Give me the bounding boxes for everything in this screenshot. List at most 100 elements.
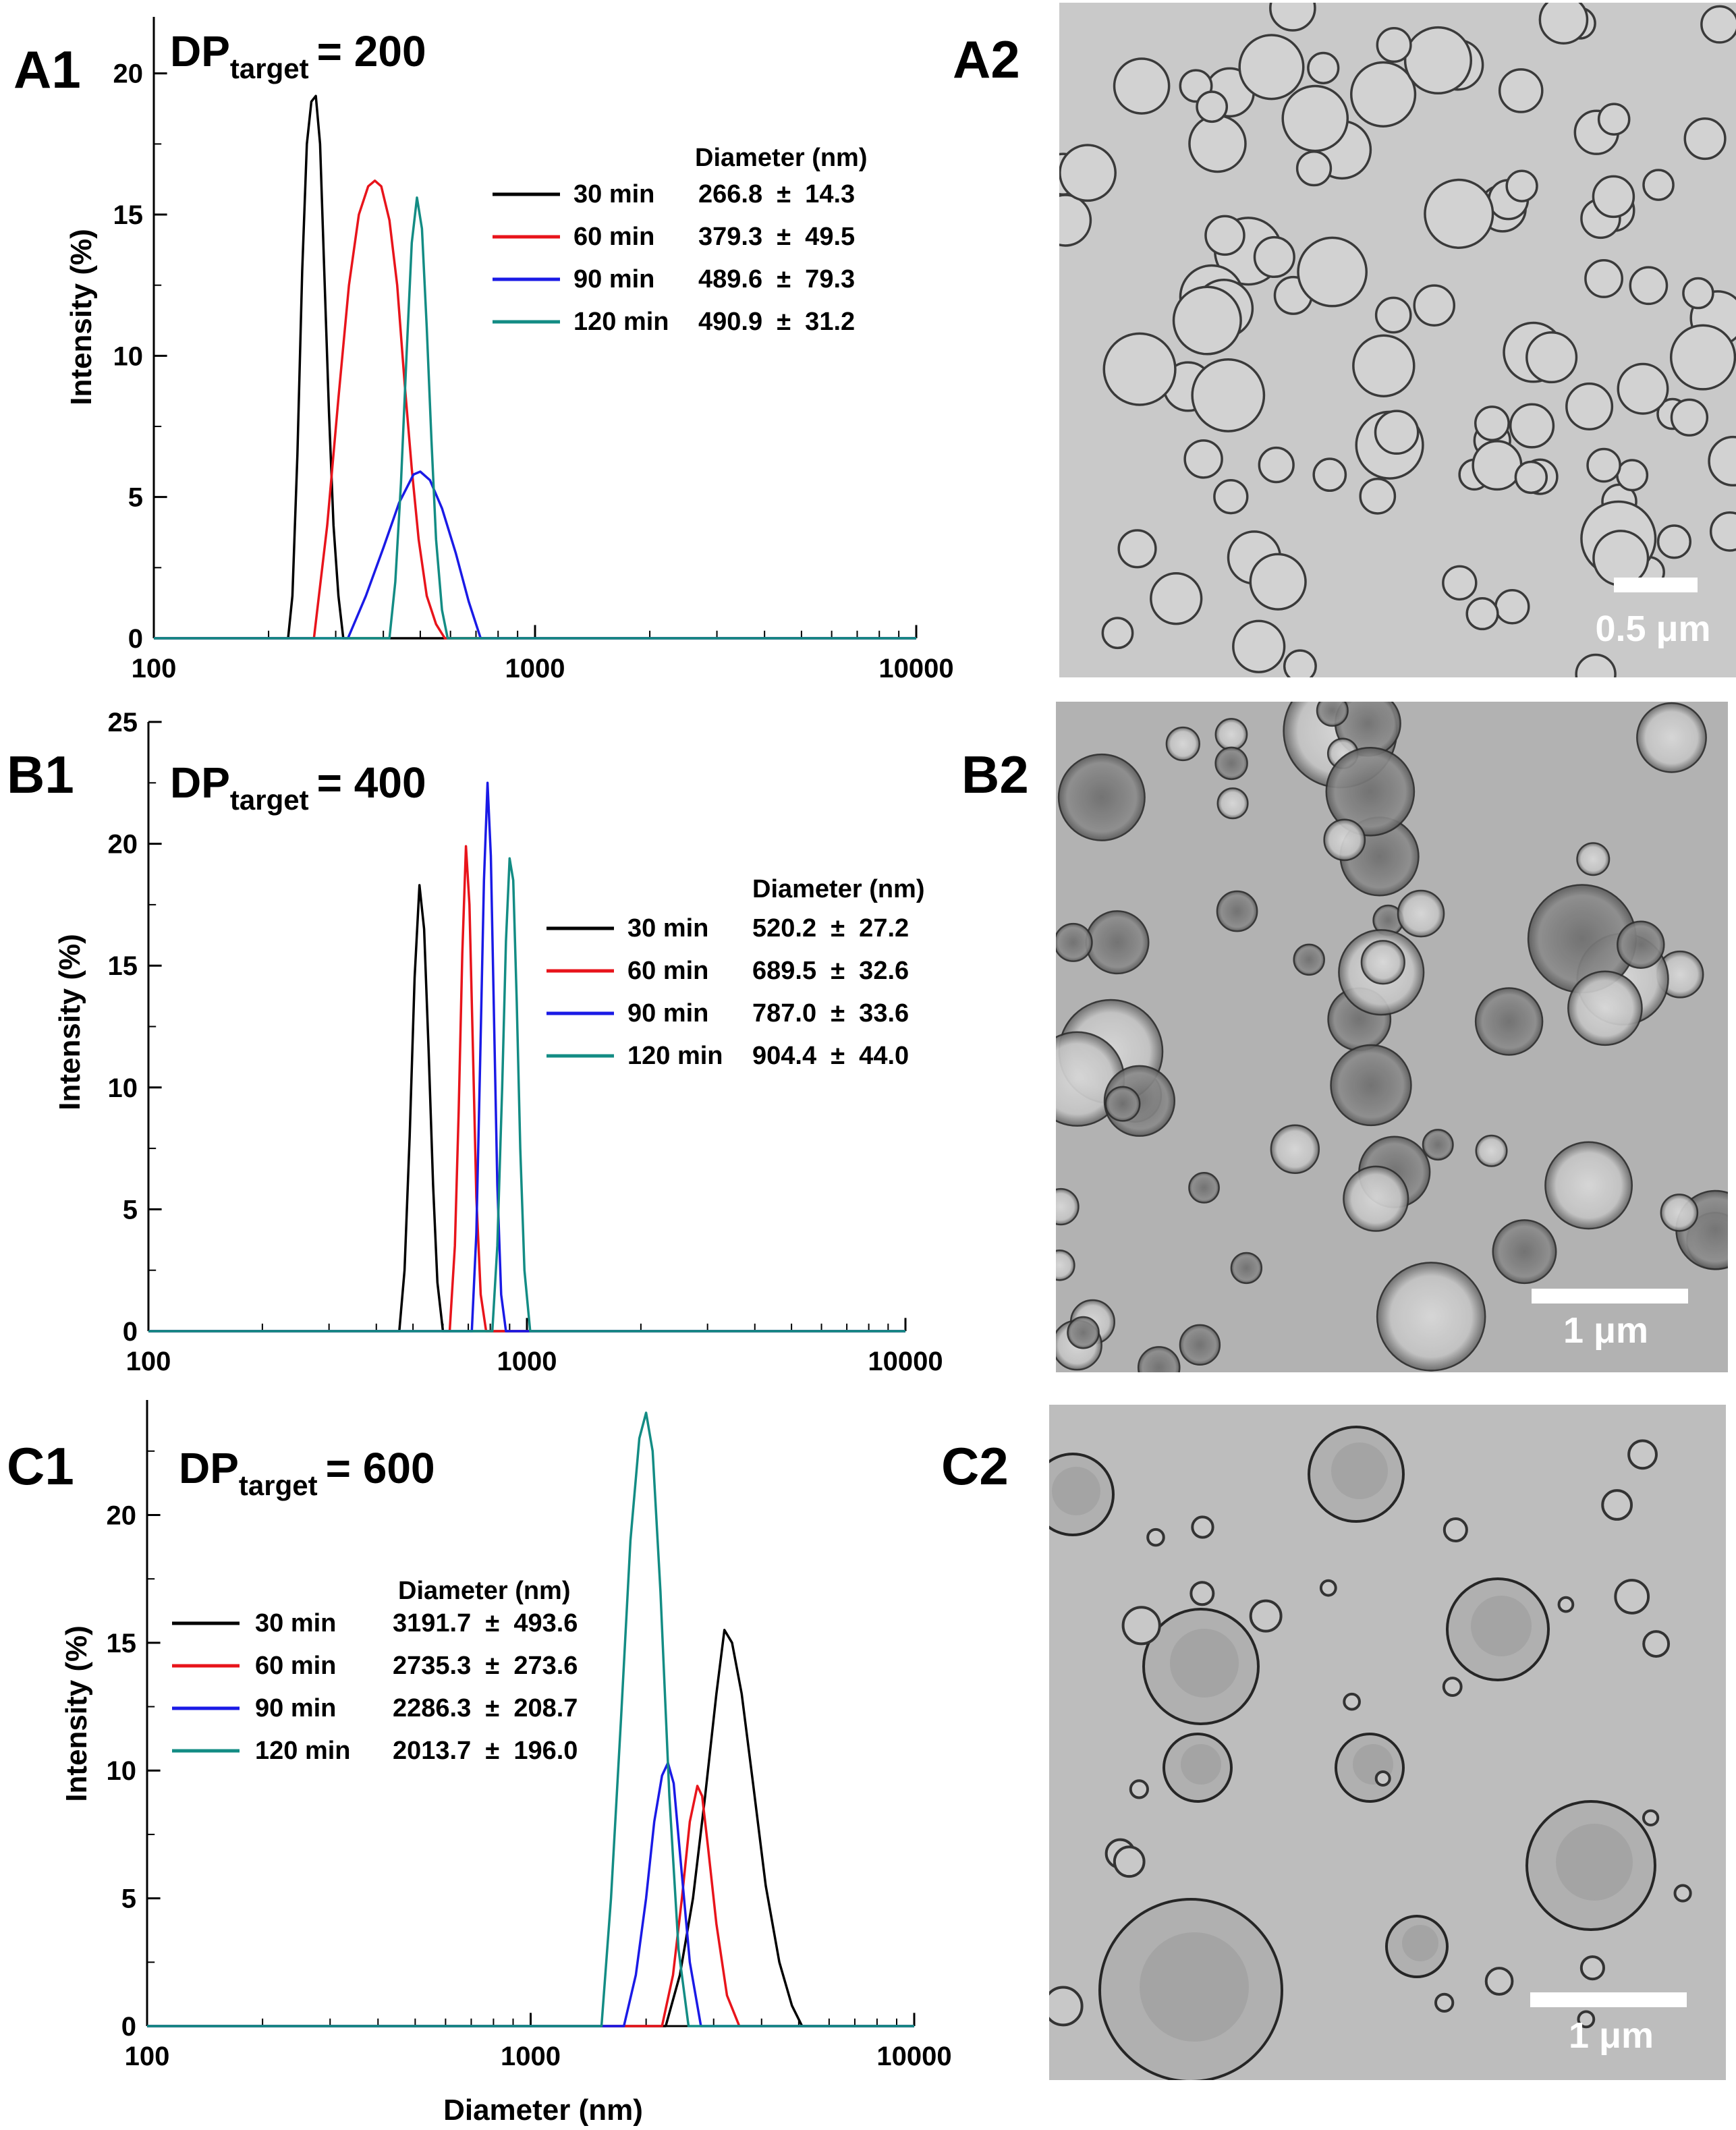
x-tick-label-C1: 1000: [501, 2042, 561, 2071]
legend-stat-B1: 787.0 ± 33.6: [752, 999, 909, 1028]
vesicle-ves-B2: [1567, 970, 1643, 1046]
vesicle-ves-A2: [1150, 572, 1203, 625]
y-tick-label-A1: 5: [128, 483, 143, 513]
vesicle-ves-C2: [1577, 2010, 1596, 2029]
vesicle-ves-A2: [1597, 103, 1631, 136]
scale-bar-B2: [1532, 1289, 1688, 1304]
vesicle-ves-A2: [1498, 68, 1544, 113]
vesicle-ves-A2: [1656, 524, 1692, 559]
panel-label-C2: C2: [941, 1436, 1009, 1496]
vesicle-ves-A2: [1592, 530, 1650, 587]
plot-area-A1: 100 1000 10000 0 5 10 15 20: [113, 17, 954, 683]
vesicle-ves-B2: [1576, 842, 1611, 876]
vesicle-core-ves-C2: [1140, 1932, 1249, 2042]
legend-stat-C1: 2735.3 ± 273.6: [393, 1652, 578, 1680]
vesicle-ves-A2: [1283, 649, 1317, 677]
legend-stat-C1: 2013.7 ± 196.0: [393, 1737, 578, 1765]
y-tick-label-C1: 5: [121, 1884, 136, 1914]
vesicle-ves-B2: [1056, 922, 1093, 962]
series-line-C1-120min: [147, 1411, 914, 2027]
vesicle-ves-C2: [1374, 1770, 1391, 1787]
vesicle-ves-C2: [1642, 1809, 1660, 1826]
vesicle-ves-A2: [1584, 259, 1623, 298]
legend-stat-B1: 904.4 ± 44.0: [752, 1042, 909, 1070]
vesicle-ves-A2: [1059, 144, 1117, 202]
scale-bar-A2: [1614, 578, 1698, 592]
vesicle-ves-B2: [1475, 1134, 1508, 1167]
vesicle-ves-A2: [1249, 553, 1307, 611]
vesicle-ves-B2: [1422, 1129, 1454, 1161]
vesicle-ves-C2: [1049, 1986, 1084, 2027]
legend-B1: 30 min 520.2 ± 27.2 60 min 689.5 ± 32.6 90 m…: [547, 914, 909, 1070]
panel-label-A1: A1: [13, 40, 81, 99]
vesicle-ves-A2: [1258, 446, 1295, 484]
vesicles-C2: [1049, 1426, 1692, 2080]
vesicle-ves-A2: [1281, 84, 1349, 152]
x-tick-label-B1: 10000: [868, 1347, 943, 1376]
x-tick-label-C1: 100: [125, 2042, 170, 2071]
vesicle-ves-C2: [1443, 1517, 1468, 1543]
vesicle-ves-A2: [1374, 410, 1420, 455]
legend-stat-B1: 520.2 ± 27.2: [752, 914, 909, 943]
vesicle-ves-A2: [1494, 589, 1530, 625]
vesicle-ves-A2: [1352, 334, 1416, 397]
vesicle-ves-B2: [1165, 726, 1200, 762]
vesicle-ves-B2: [1316, 702, 1349, 727]
vesicle-ves-B2: [1056, 1250, 1075, 1281]
vesicle-core-ves-C2: [1331, 1442, 1388, 1499]
scale-bar-C2: [1530, 1992, 1687, 2007]
vesicle-ves-C2: [1557, 1596, 1575, 1613]
vesicle-ves-A2: [1232, 619, 1286, 673]
chart-C1: C1 DPtarget = 600 100 1000 10000 0 5 10 15 20 In…: [7, 1400, 952, 2127]
y-tick-label-C1: 20: [107, 1501, 137, 1530]
legend-stat-A1: 490.9 ± 31.2: [698, 308, 855, 336]
vesicle-ves-A2: [1059, 194, 1092, 247]
vesicle-ves-B2: [1397, 889, 1445, 938]
y-tick-label-B1: 0: [123, 1317, 138, 1347]
series-line-B1-120min: [148, 857, 905, 1333]
vesicle-ves-B2: [1214, 746, 1248, 781]
y-tick-label-A1: 20: [113, 59, 144, 89]
vesicle-ves-A2: [1592, 175, 1635, 219]
y-tick-label-A1: 0: [128, 624, 143, 654]
vesicle-ves-A2: [1196, 90, 1229, 123]
panel-label-B1: B1: [7, 745, 74, 804]
y-tick-label-B1: 5: [123, 1195, 138, 1225]
vesicle-ves-A2: [1295, 150, 1333, 187]
legend-label-C1: 120 min: [255, 1737, 351, 1765]
vesicles-B2: [1056, 702, 1728, 1372]
vesicle-core-ves-C2: [1170, 1629, 1239, 1698]
legend-label-B1: 30 min: [627, 914, 708, 943]
legend-label-C1: 90 min: [255, 1694, 336, 1722]
vesicle-ves-A2: [1213, 478, 1249, 515]
series-line-A1-60min: [154, 179, 916, 640]
vesicle-ves-B2: [1360, 940, 1405, 985]
vesicle-ves-A2: [1238, 34, 1305, 101]
x-tick-label-C1: 10000: [876, 2042, 951, 2071]
vesicle-ves-A2: [1188, 114, 1247, 173]
vesicle-core-ves-C2: [1471, 1596, 1532, 1656]
vesicle-ves-A2: [1586, 447, 1621, 483]
vesicle-ves-B2: [1137, 1346, 1181, 1372]
vesicle-ves-A2: [1312, 457, 1347, 493]
panel-label-C1: C1: [7, 1436, 74, 1496]
vesicle-ves-B2: [1067, 1316, 1100, 1349]
micrograph-B2: 1 μm: [1056, 702, 1728, 1372]
y-axis-title-A1: Intensity (%): [65, 229, 98, 405]
vesicle-core-ves-C2: [1181, 1744, 1221, 1785]
vesicle-ves-A2: [1642, 169, 1675, 201]
vesicle-ves-A2: [1117, 529, 1157, 569]
y-tick-label-C1: 15: [107, 1629, 137, 1658]
chart-B1: B1 DPtarget = 400 100 1000 100000510152025 …: [7, 708, 943, 1376]
legend-stat-C1: 2286.3 ± 208.7: [393, 1694, 578, 1722]
plot-area-B1: 100 1000 10000 0 5 10 15 20 25: [108, 708, 943, 1376]
dp-title-A1: DPtarget = 200: [170, 27, 426, 84]
vesicle-ves-B2: [1179, 1324, 1221, 1366]
vesicle-ves-A2: [1669, 324, 1736, 391]
legend-header-A1: Diameter (nm): [695, 144, 868, 172]
legend-label-C1: 30 min: [255, 1609, 336, 1637]
dp-title-B1: DPtarget = 400: [170, 758, 426, 816]
series-line-B1-30min: [148, 884, 905, 1333]
legend-label-A1: 30 min: [573, 180, 654, 208]
